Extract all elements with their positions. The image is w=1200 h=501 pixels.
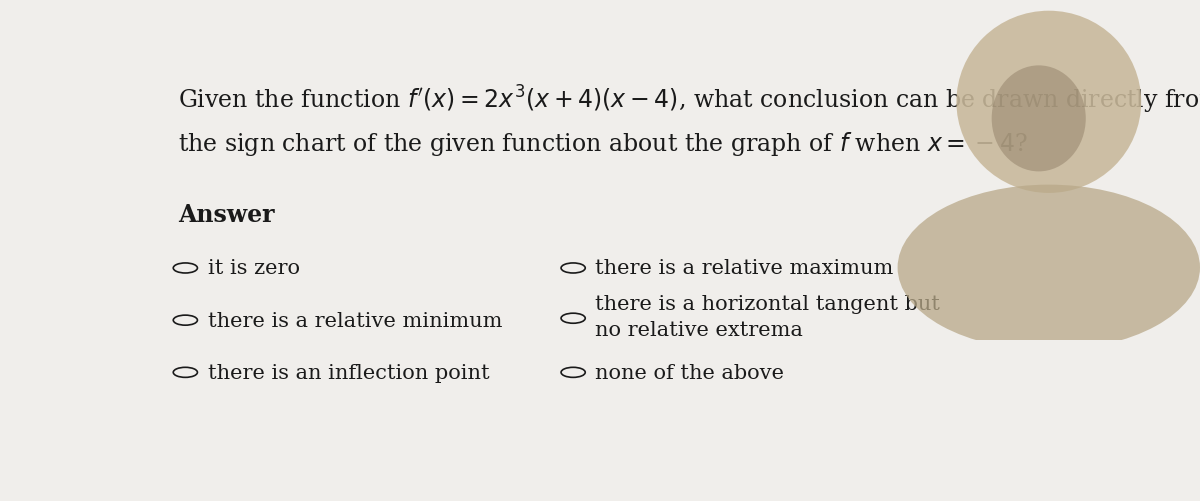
Text: no relative extrema: no relative extrema xyxy=(594,321,803,340)
Text: Given the function $f'(x) = 2x^3(x+4)(x-4)$, what conclusion can be drawn direct: Given the function $f'(x) = 2x^3(x+4)(x-… xyxy=(178,83,1200,115)
Text: Answer: Answer xyxy=(178,203,275,227)
Ellipse shape xyxy=(956,12,1141,193)
Ellipse shape xyxy=(991,66,1086,172)
Text: there is a relative maximum: there is a relative maximum xyxy=(594,259,893,278)
Text: there is a horizontal tangent but: there is a horizontal tangent but xyxy=(594,295,940,314)
Text: there is an inflection point: there is an inflection point xyxy=(208,363,490,382)
Ellipse shape xyxy=(898,185,1200,351)
Text: none of the above: none of the above xyxy=(594,363,784,382)
Text: the sign chart of the given function about the graph of $f$ when $x = -4$?: the sign chart of the given function abo… xyxy=(178,130,1027,157)
Text: it is zero: it is zero xyxy=(208,259,300,278)
Text: there is a relative minimum: there is a relative minimum xyxy=(208,311,502,330)
